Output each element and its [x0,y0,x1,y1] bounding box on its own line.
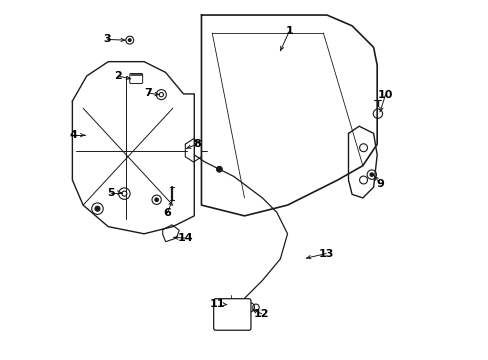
Text: 7: 7 [144,88,152,98]
Text: 10: 10 [377,90,392,100]
Text: 14: 14 [177,233,193,243]
Text: 9: 9 [375,179,383,189]
Circle shape [95,206,100,211]
Text: 5: 5 [107,188,115,198]
Text: 8: 8 [193,139,200,149]
Text: 13: 13 [318,248,333,258]
Circle shape [128,39,131,41]
Text: 11: 11 [209,299,225,309]
Circle shape [369,173,373,176]
Text: 12: 12 [253,309,269,319]
Text: 2: 2 [114,71,122,81]
Circle shape [155,198,158,202]
Text: 1: 1 [285,26,293,36]
Text: 6: 6 [163,208,171,218]
FancyBboxPatch shape [129,73,142,84]
Text: 4: 4 [69,130,77,140]
Circle shape [216,166,222,172]
FancyBboxPatch shape [213,299,250,330]
Text: 3: 3 [103,35,111,44]
